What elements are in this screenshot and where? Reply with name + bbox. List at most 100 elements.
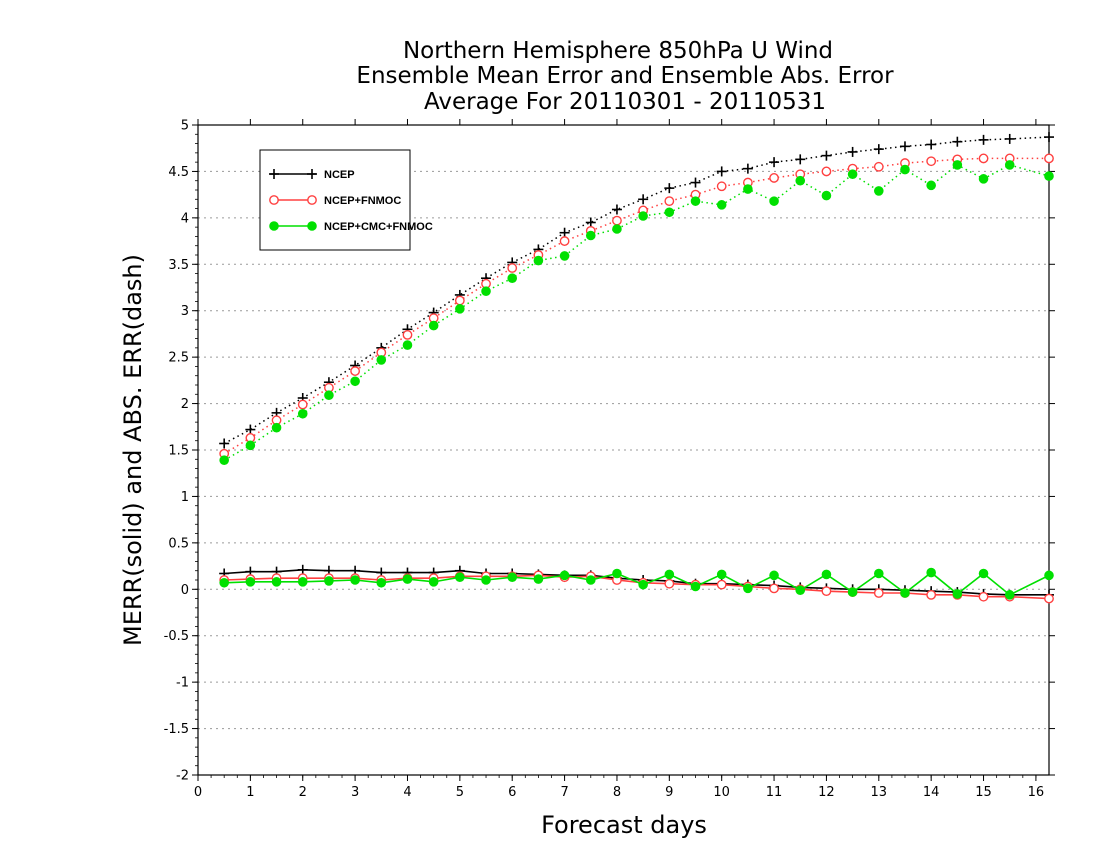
abs-err-point (978, 153, 989, 164)
x-tick-label: 10 (713, 785, 730, 800)
abs-err-point (533, 255, 544, 266)
mean-err-point (219, 577, 229, 588)
x-tick-label: 15 (975, 785, 992, 800)
chart-title-line-1: Northern Hemisphere 850hPa U Wind (403, 38, 833, 64)
mean-err-point (481, 575, 491, 585)
x-tick-label: 9 (665, 785, 673, 800)
abs-err-point (219, 438, 230, 449)
abs-err-point (926, 156, 937, 167)
abs-err-point (743, 184, 753, 194)
abs-err-point (219, 455, 229, 466)
abs-err-point (769, 173, 779, 183)
mean-err-point (559, 570, 570, 581)
abs-err-line-ncep-cmc-fnmoc (223, 164, 1050, 461)
abs-err-point (454, 295, 465, 306)
mean-err-point (638, 579, 648, 590)
abs-err-point (926, 139, 937, 150)
series-ncep-cmc-fnmoc (219, 160, 1054, 600)
y-tick-label: 3 (181, 304, 189, 319)
y-tick-label: 2 (181, 397, 189, 412)
abs-err-point (507, 273, 518, 284)
mean-err-point (690, 581, 701, 592)
grid-layer (198, 170, 1049, 730)
abs-err-point (297, 408, 308, 419)
abs-err-point (1044, 171, 1054, 181)
mean-err-point (978, 591, 989, 602)
series-layer (219, 132, 1054, 604)
abs-err-point (952, 160, 963, 170)
y-tick-label: 0 (181, 583, 189, 598)
legend-label: NCEP+FNMOC (324, 195, 401, 207)
mean-err-point (873, 568, 884, 579)
mean-err-point (900, 588, 910, 598)
mean-err-point (297, 577, 308, 587)
abs-err-point (507, 263, 518, 273)
x-tick-label: 6 (508, 785, 516, 800)
y-tick-label: 4 (181, 211, 189, 226)
abs-err-point (612, 224, 622, 234)
mean-err-point (821, 586, 832, 597)
abs-err-point (455, 304, 465, 314)
mean-err-point (1044, 593, 1054, 604)
chart-title-line-2: Ensemble Mean Error and Ensemble Abs. Er… (356, 63, 894, 89)
mean-err-point (1004, 590, 1015, 600)
legend: NCEP NCEP+FNMOC NCEP+CMC+FNMOC (259, 149, 433, 251)
x-tick-label: 12 (818, 785, 835, 800)
mean-err-point (926, 567, 936, 578)
mean-err-point (324, 576, 334, 586)
y-tick-label: 2.5 (168, 351, 189, 366)
x-tick-label: 3 (351, 785, 359, 800)
y-tick-label: 4.5 (168, 165, 189, 180)
mean-err-point (612, 568, 622, 579)
abs-err-point (952, 136, 963, 147)
abs-err-point (402, 340, 413, 350)
abs-err-point (742, 163, 753, 174)
mean-err-point (664, 569, 675, 580)
abs-err-point (795, 175, 806, 186)
abs-err-point (847, 146, 858, 157)
abs-err-point (690, 196, 701, 206)
y-tick-label: 0.5 (168, 536, 189, 551)
y-tick-label: 5 (181, 119, 189, 134)
abs-err-point (769, 157, 780, 168)
mean-err-point (585, 575, 596, 585)
abs-err-point (978, 174, 989, 184)
mean-err-point (507, 572, 518, 583)
mean-err-point (376, 577, 387, 588)
mean-err-point (245, 577, 256, 587)
legend-entry-ncep: NCEP (269, 169, 355, 181)
x-axis-label: Forecast days (541, 811, 707, 839)
legend-label: NCEP+CMC+FNMOC (324, 221, 433, 233)
mean-err-point (743, 583, 753, 594)
abs-err-point (873, 186, 884, 196)
abs-err-point (664, 207, 675, 218)
abs-err-point (769, 196, 779, 206)
mean-err-point (873, 588, 884, 598)
mean-err-point (455, 572, 465, 583)
mean-err-point (795, 585, 806, 596)
abs-err-point (585, 230, 596, 241)
abs-err-point (559, 236, 570, 246)
mean-err-point (926, 589, 937, 600)
abs-err-point (795, 154, 806, 165)
abs-err-point (638, 211, 648, 221)
mean-err-point (402, 574, 413, 584)
mean-err-point (821, 569, 832, 580)
legend-marker-left (269, 169, 279, 179)
abs-err-point (821, 166, 832, 177)
x-tick-label: 14 (923, 785, 940, 800)
mean-err-point (716, 569, 727, 580)
abs-err-point (271, 422, 282, 433)
y-tick-label: -2 (176, 769, 189, 784)
mean-err-point (769, 570, 779, 581)
legend-entry-ncep-fnmoc: NCEP+FNMOC (269, 195, 401, 207)
abs-err-point (1004, 160, 1015, 170)
axes-layer: 54.543.532.521.510.50-0.5-1-1.5-20 1 2 3 4 5 6… (164, 119, 1055, 800)
abs-err-point (297, 399, 308, 410)
abs-err-point (638, 194, 649, 205)
mean-err-point (769, 583, 779, 594)
x-tick-label: 16 (1028, 785, 1045, 800)
abs-err-point (716, 181, 727, 192)
x-tick-label: 7 (560, 785, 568, 800)
x-tick-label: 1 (246, 785, 254, 800)
